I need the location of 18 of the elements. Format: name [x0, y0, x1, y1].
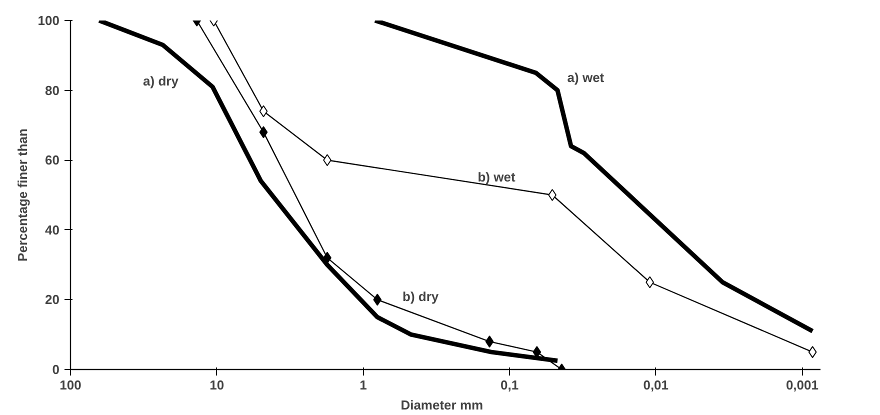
- series-label: a) dry: [143, 73, 180, 88]
- y-tick-label: 0: [52, 362, 60, 377]
- x-axis-title: Diameter mm: [400, 398, 484, 412]
- series-label: b) wet: [478, 170, 516, 184]
- series-label: b) dry: [402, 289, 440, 304]
- x-tick-label: 0,001: [786, 378, 818, 392]
- x-tick-label: 10: [210, 378, 224, 392]
- x-tick-label: 1: [360, 378, 367, 392]
- y-tick-label: 40: [45, 222, 60, 238]
- y-tick-label: 80: [45, 82, 60, 98]
- y-tick-label: 60: [45, 152, 60, 168]
- x-tick-label: 0,01: [643, 378, 669, 392]
- y-tick-label: 100: [38, 13, 60, 28]
- x-tick-label: 100: [60, 378, 82, 392]
- series-label: a) wet: [567, 70, 605, 85]
- x-tick-label: 0,1: [500, 378, 519, 392]
- y-tick-label: 20: [45, 292, 60, 308]
- y-axis-title: Percentage finer than: [14, 128, 30, 262]
